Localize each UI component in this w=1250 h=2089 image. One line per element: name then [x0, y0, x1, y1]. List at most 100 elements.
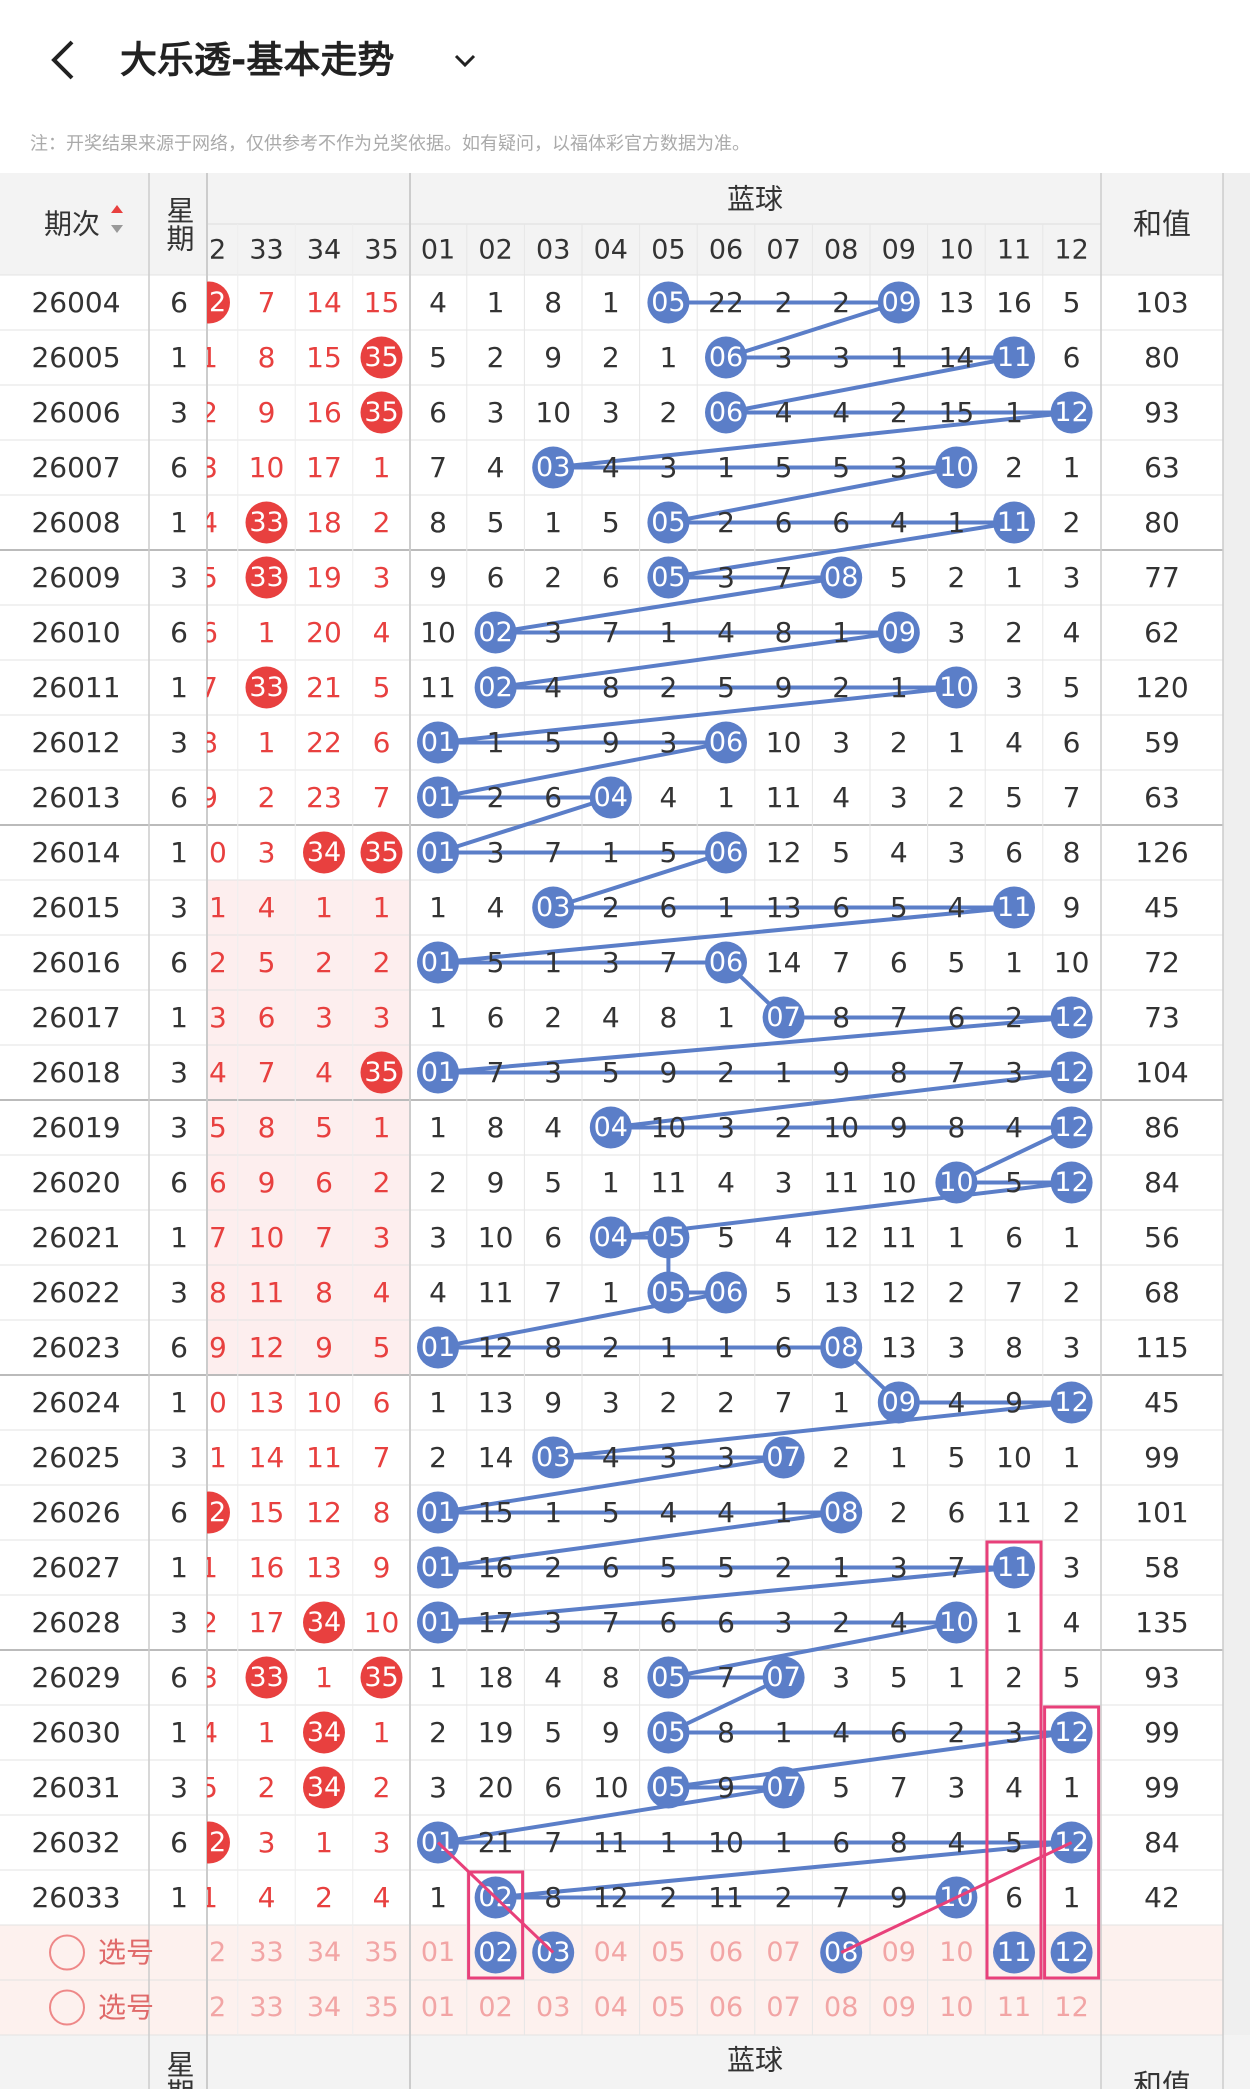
select-front-number[interactable]: 34 — [307, 1937, 341, 1968]
select-blue-number[interactable]: 09 — [882, 1992, 916, 2023]
front-omission: 2 — [258, 1771, 276, 1804]
select-front-number[interactable]: 35 — [364, 1937, 398, 1968]
select-blue-number[interactable]: 05 — [651, 1992, 685, 2023]
issue: 26022 — [31, 1276, 120, 1309]
picked-ball[interactable] — [1050, 1931, 1093, 1974]
blue-omission: 3 — [429, 1771, 447, 1804]
blue-omission: 3 — [717, 1111, 735, 1144]
blue-omission: 1 — [429, 1881, 447, 1914]
blue-omission: 19 — [478, 1716, 514, 1749]
blue-ball-number: 12 — [1054, 1167, 1088, 1198]
select-label[interactable]: 选号 — [98, 1936, 154, 1969]
blue-omission: 5 — [544, 1166, 562, 1199]
select-front-number[interactable]: 32 — [192, 1937, 226, 1968]
blue-omission: 2 — [890, 1496, 908, 1529]
blue-omission: 2 — [487, 781, 505, 814]
select-blue-number[interactable]: 06 — [709, 1937, 743, 1968]
select-front-number[interactable]: 35 — [364, 1992, 398, 2023]
select-blue-number[interactable]: 01 — [421, 1992, 455, 2023]
front-omission: 6 — [373, 726, 391, 759]
select-blue-number[interactable]: 10 — [939, 1992, 973, 2023]
picked-number[interactable]: 02 — [478, 1937, 512, 1968]
front-omission: 2 — [258, 781, 276, 814]
blue-omission: 6 — [487, 1001, 505, 1034]
select-front-number[interactable]: 33 — [249, 1992, 283, 2023]
select-blue-number[interactable]: 05 — [651, 1937, 685, 1968]
front-omission: 19 — [306, 561, 342, 594]
front-ball-number: 33 — [249, 562, 283, 593]
blue-omission: 1 — [1005, 396, 1023, 429]
front-omission: 11 — [306, 1441, 342, 1474]
issue: 26033 — [31, 1881, 120, 1914]
blue-ball — [647, 1271, 690, 1314]
blue-omission: 8 — [544, 1881, 562, 1914]
blue-omission: 5 — [775, 451, 793, 484]
select-blue-number[interactable]: 04 — [594, 1937, 628, 1968]
blue-omission: 7 — [487, 1056, 505, 1089]
select-radio[interactable] — [49, 1989, 85, 2026]
picked-number[interactable]: 12 — [1054, 1937, 1088, 1968]
blue-omission: 4 — [602, 1441, 620, 1474]
blue-omission: 2 — [429, 1716, 447, 1749]
blue-omission: 5 — [1063, 286, 1081, 319]
front-ball-number: 35 — [364, 1057, 398, 1088]
blue-ball — [993, 501, 1035, 544]
blue-ball-number: 05 — [651, 1222, 685, 1253]
blue-omission: 1 — [717, 781, 735, 814]
dropdown[interactable] — [454, 54, 476, 68]
front-omission: 7 — [373, 781, 391, 814]
blue-omission: 15 — [478, 1496, 514, 1529]
weekday: 1 — [170, 1881, 188, 1914]
blue-ball — [1050, 391, 1093, 434]
blue-omission: 3 — [487, 396, 505, 429]
select-front-number[interactable]: 33 — [249, 1937, 283, 1968]
blue-omission: 10 — [651, 1111, 687, 1144]
front-omission: 3 — [258, 1826, 276, 1859]
select-blue-number[interactable]: 04 — [594, 1992, 628, 2023]
select-blue-number[interactable]: 09 — [882, 1937, 916, 1968]
select-blue-number[interactable]: 06 — [709, 1992, 743, 2023]
select-blue-number[interactable]: 10 — [939, 1937, 973, 1968]
blue-omission: 9 — [544, 341, 562, 374]
blue-omission: 1 — [1063, 1441, 1081, 1474]
select-front-number[interactable]: 32 — [192, 1992, 226, 2023]
select-blue-number[interactable]: 11 — [997, 1992, 1031, 2023]
picked-ball[interactable] — [474, 1931, 517, 1974]
back-button[interactable] — [51, 40, 74, 80]
blue-ball-number: 01 — [421, 727, 455, 758]
blue-column-header: 11 — [997, 235, 1031, 266]
select-label[interactable]: 选号 — [98, 1991, 154, 2024]
select-front-number[interactable]: 34 — [307, 1992, 341, 2023]
blue-omission: 2 — [717, 1056, 735, 1089]
blue-omission: 1 — [890, 341, 908, 374]
blue-omission: 2 — [429, 1441, 447, 1474]
picked-ball[interactable] — [993, 1931, 1035, 1974]
blue-omission: 4 — [602, 451, 620, 484]
select-blue-number[interactable]: 08 — [824, 1992, 858, 2023]
front-omission: 2 — [315, 946, 333, 979]
blue-ball-number: 09 — [882, 287, 916, 318]
select-blue-number[interactable]: 02 — [478, 1992, 512, 2023]
blue-omission: 3 — [775, 1606, 793, 1639]
blue-ball — [877, 1381, 920, 1424]
blue-omission: 2 — [832, 1441, 850, 1474]
select-radio[interactable] — [49, 1934, 85, 1971]
picked-number[interactable]: 11 — [997, 1937, 1031, 1968]
blue-omission: 11 — [593, 1826, 629, 1859]
front-omission: 1 — [258, 1716, 276, 1749]
issue-header[interactable]: 期次 — [44, 208, 100, 241]
blue-omission: 1 — [890, 671, 908, 704]
select-blue-number[interactable]: 12 — [1054, 1992, 1088, 2023]
select-blue-number[interactable]: 07 — [766, 1937, 800, 1968]
blue-ball-number: 09 — [882, 617, 916, 648]
blue-ball — [877, 611, 920, 654]
issue: 26011 — [31, 671, 120, 704]
select-blue-number[interactable]: 03 — [536, 1992, 570, 2023]
select-blue-number[interactable]: 07 — [766, 1992, 800, 2023]
blue-omission: 17 — [478, 1606, 514, 1639]
blue-ball — [935, 1161, 978, 1204]
weekday: 3 — [170, 1111, 188, 1144]
weekday: 3 — [170, 1441, 188, 1474]
select-blue-number[interactable]: 01 — [421, 1937, 455, 1968]
